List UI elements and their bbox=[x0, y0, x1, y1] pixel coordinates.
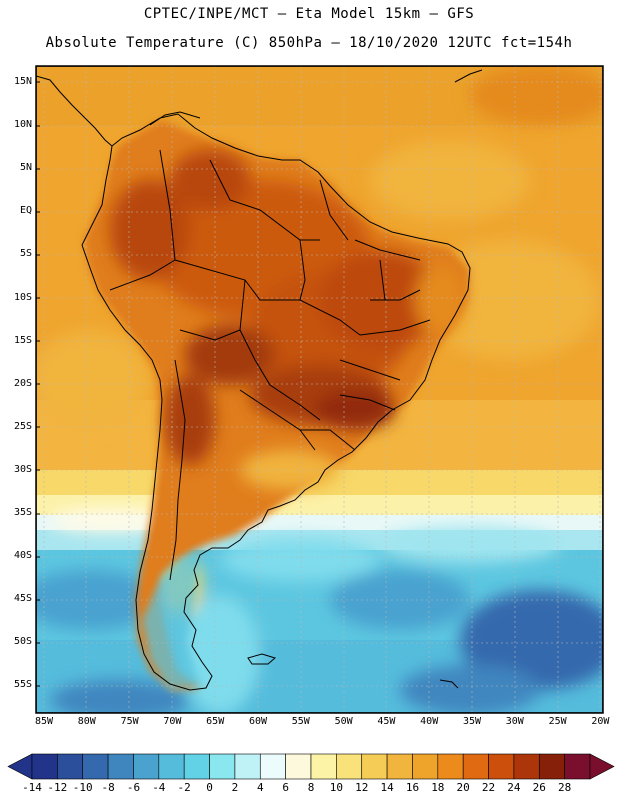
colorbar-label: -8 bbox=[101, 781, 115, 794]
colorbar-swatch bbox=[158, 753, 185, 780]
colorbar-swatch bbox=[437, 753, 464, 780]
coastline-and-borders bbox=[36, 69, 483, 691]
colorbar-label: -2 bbox=[177, 781, 191, 794]
lon-tick-label: 70W bbox=[163, 716, 182, 727]
colorbar-swatch bbox=[538, 753, 565, 780]
colorbar-arrow-low bbox=[7, 753, 33, 780]
colorbar-swatch bbox=[285, 753, 312, 780]
lon-tick-label: 65W bbox=[206, 716, 225, 727]
colorbar-label: 8 bbox=[307, 781, 315, 794]
colorbar-swatch bbox=[361, 753, 388, 780]
colorbar-arrow-high bbox=[589, 753, 615, 780]
colorbar-label: 20 bbox=[456, 781, 470, 794]
axis-ticks bbox=[36, 81, 40, 687]
colorbar-label: 22 bbox=[481, 781, 496, 794]
lon-tick-label: 80W bbox=[77, 716, 96, 727]
colorbar bbox=[7, 753, 615, 780]
colorbar-label: 6 bbox=[282, 781, 289, 794]
colorbar-swatch bbox=[412, 753, 439, 780]
patagonia-cold-area bbox=[142, 548, 200, 690]
lat-tick-label: 10N bbox=[13, 119, 32, 131]
lat-tick-label: 15N bbox=[13, 76, 32, 87]
colorbar-label: -4 bbox=[152, 781, 166, 794]
colorbar-swatch bbox=[133, 753, 160, 780]
colorbar-swatch bbox=[488, 753, 515, 780]
lat-tick-label: 50S bbox=[13, 636, 32, 648]
lat-tick-label: EQ bbox=[19, 205, 32, 217]
lon-tick-label: 60W bbox=[248, 716, 268, 727]
colorbar-label: 4 bbox=[256, 781, 264, 794]
colorbar-label: -6 bbox=[126, 781, 141, 794]
colorbar-swatch bbox=[82, 753, 109, 780]
colorbar-label: -14 bbox=[22, 781, 42, 794]
colorbar-swatch bbox=[57, 753, 84, 780]
lon-tick-label: 55W bbox=[291, 716, 310, 727]
lat-tick-label: 5N bbox=[19, 162, 32, 174]
lat-tick-label: 10S bbox=[13, 291, 32, 303]
lat-tick-label: 40S bbox=[13, 550, 32, 562]
colorbar-swatch bbox=[336, 753, 363, 780]
colorbar-label: 28 bbox=[558, 781, 572, 794]
colorbar-label: 2 bbox=[231, 781, 239, 794]
lon-tick-label: 20W bbox=[591, 716, 610, 727]
colorbar-swatch bbox=[107, 753, 134, 780]
colorbar-label: 10 bbox=[329, 781, 343, 794]
colorbar-swatch bbox=[310, 753, 337, 780]
lat-tick-label: 35S bbox=[13, 507, 32, 518]
colorbar-swatch bbox=[564, 753, 591, 780]
colorbar-swatch bbox=[183, 753, 210, 780]
colorbar-label: 14 bbox=[380, 781, 394, 794]
temperature-field bbox=[36, 66, 603, 713]
lon-tick-label: 75W bbox=[120, 716, 139, 727]
lon-tick-label: 25W bbox=[548, 716, 567, 727]
map-subtitle: Absolute Temperature (C) 850hPa – 18/10/… bbox=[45, 35, 573, 51]
map-title: CPTEC/INPE/MCT – Eta Model 15km – GFS bbox=[143, 6, 475, 22]
lat-tick-label: 5S bbox=[19, 248, 32, 260]
colorbar-label: -12 bbox=[47, 781, 68, 794]
lat-tick-label: 55S bbox=[13, 679, 32, 691]
colorbar-label: 24 bbox=[507, 781, 521, 794]
colorbar-swatch bbox=[386, 753, 413, 780]
colorbar-label: 0 bbox=[206, 781, 213, 794]
lon-tick-label: 45W bbox=[377, 716, 396, 727]
colorbar-label: 18 bbox=[431, 781, 445, 794]
colorbar-swatch bbox=[31, 753, 58, 780]
colorbar-label: 12 bbox=[355, 781, 369, 794]
lon-tick-label: 30W bbox=[505, 716, 524, 727]
lat-tick-label: 20S bbox=[13, 377, 32, 389]
colorbar-swatch bbox=[234, 753, 261, 780]
colorbar-label: 26 bbox=[532, 781, 546, 794]
lon-tick-label: 85W bbox=[34, 716, 54, 727]
colorbar-label: 16 bbox=[405, 781, 420, 794]
colorbar-swatch bbox=[513, 753, 540, 780]
map-frame bbox=[35, 65, 604, 714]
colorbar-label: -10 bbox=[72, 781, 93, 794]
colorbar-swatch bbox=[209, 753, 236, 780]
lon-tick-label: 40W bbox=[420, 716, 439, 727]
colorbar-swatch bbox=[462, 753, 489, 780]
colorbar-swatch bbox=[259, 753, 286, 780]
lat-tick-label: 30S bbox=[13, 463, 32, 475]
lon-tick-label: 50W bbox=[334, 716, 353, 727]
lon-tick-label: 35W bbox=[462, 716, 482, 727]
lat-tick-label: 25S bbox=[13, 420, 32, 432]
lat-tick-label: 15S bbox=[13, 334, 32, 346]
lat-tick-label: 45S bbox=[13, 593, 32, 605]
